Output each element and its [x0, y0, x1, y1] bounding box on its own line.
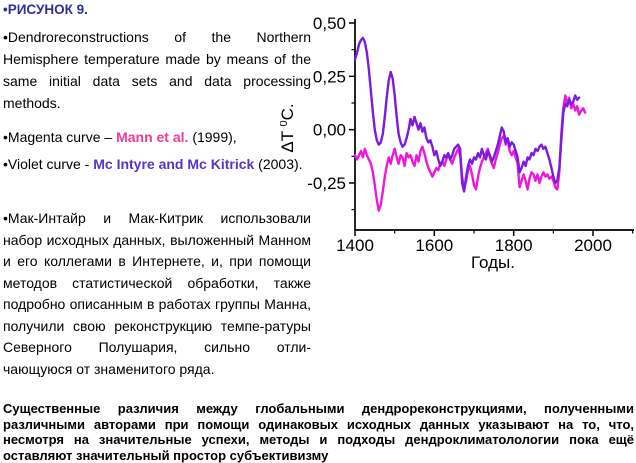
violet-curve-caption: •Violet curve - Mc Intyre and Mc Kitrick…: [3, 156, 311, 172]
mann-authors: Mann et al.: [116, 129, 189, 145]
svg-text:0,00: 0,00: [313, 121, 346, 140]
left-column: •РИСУНОК 9. •Dendroreconstructions of th…: [3, 2, 311, 380]
caption-prefix: •Magenta curve –: [3, 129, 117, 145]
svg-text:ΔT 0C.: ΔT 0C.: [280, 103, 297, 152]
footer-paragraph: Существенные различия между глобальными …: [3, 401, 634, 463]
chart-svg: 0,50 0,25 0,00 -0,25 1400 1600 1800 2000 Годы. ΔT…: [278, 14, 634, 272]
caption-suffix: (2003).: [254, 156, 303, 172]
svg-text:-0,25: -0,25: [307, 174, 346, 193]
svg-text:1400: 1400: [336, 236, 374, 255]
svg-text:Годы.: Годы.: [471, 253, 515, 272]
svg-text:2000: 2000: [574, 236, 612, 255]
svg-text:1800: 1800: [495, 236, 533, 255]
temperature-reconstruction-chart: 0,50 0,25 0,00 -0,25 1400 1600 1800 2000 Годы. ΔT…: [278, 0, 636, 285]
paragraph-russian: •Мак-Интайр и Мак-Китрик использовали на…: [3, 210, 311, 377]
caption-suffix: (1999),: [188, 129, 237, 145]
caption-prefix: •Violet curve -: [3, 156, 94, 172]
figure-title: •РИСУНОК 9.: [3, 2, 88, 17]
svg-text:0,25: 0,25: [313, 67, 346, 86]
svg-text:1600: 1600: [415, 236, 453, 255]
svg-text:0,50: 0,50: [313, 14, 346, 33]
mcintyre-authors: Mc Intyre and Mc Kitrick: [93, 156, 255, 172]
paragraph-english: •Dendroreconstructions of the Northern H…: [3, 29, 311, 111]
magenta-curve-caption: •Magenta curve – Mann et al. (1999),: [3, 129, 311, 145]
